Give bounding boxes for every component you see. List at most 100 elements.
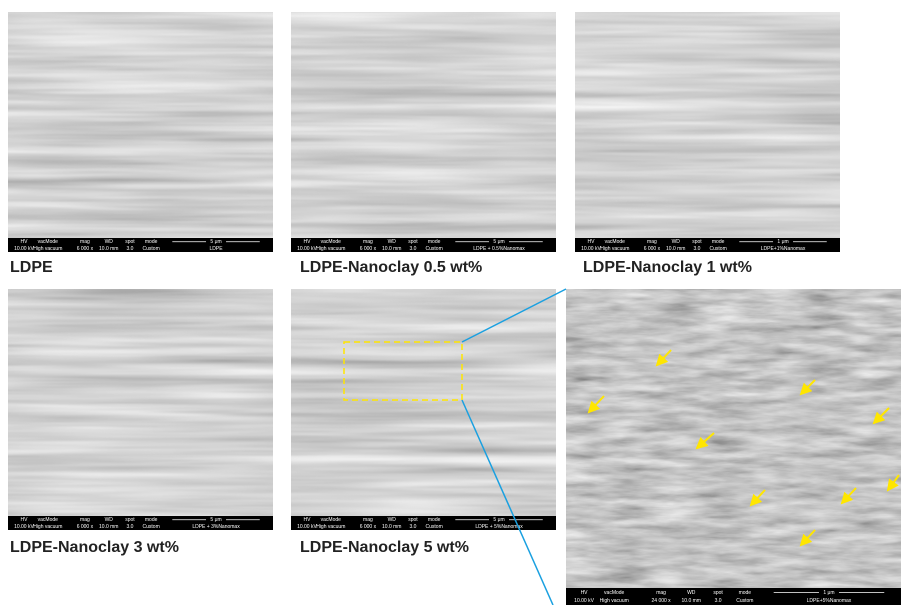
- info-value: 10.0 mm: [382, 524, 401, 530]
- info-value: 10.00 kV: [14, 246, 34, 252]
- scale-label: 1 μm: [823, 590, 834, 596]
- info-value: Custom: [426, 246, 443, 252]
- info-value: 10.0 mm: [666, 246, 685, 252]
- info-value: 6 000 x: [77, 524, 94, 530]
- caption: LDPE-Nanoclay 5 wt%: [300, 539, 469, 556]
- info-header: vacMode: [321, 517, 342, 523]
- info-value: 3.0: [409, 524, 416, 530]
- sample-label: LDPE + 3%Nanomax: [192, 524, 240, 530]
- info-value: 6 000 x: [360, 246, 377, 252]
- info-value: 3.0: [715, 598, 722, 604]
- sample-label: LDPE + 5%Nanomax: [475, 524, 523, 530]
- info-value: 10.00 kV: [581, 246, 601, 252]
- info-value: High vacuum: [33, 524, 62, 530]
- sem-figure: HV10.00 kVvacModeHigh vacuummag6 000 xWD…: [0, 0, 901, 605]
- caption: LDPE: [10, 259, 53, 276]
- info-header: mag: [363, 239, 373, 245]
- sem-image: [8, 12, 273, 252]
- info-header: mag: [656, 590, 666, 596]
- scale-label: 5 μm: [493, 239, 504, 245]
- info-value: 10.00 kV: [14, 524, 34, 530]
- info-header: mag: [647, 239, 657, 245]
- info-value: Custom: [143, 246, 160, 252]
- info-value: 10.00 kV: [297, 246, 317, 252]
- info-header: HV: [303, 517, 311, 523]
- info-value: High vacuum: [600, 598, 629, 604]
- info-header: WD: [388, 517, 397, 523]
- info-header: HV: [303, 239, 311, 245]
- sem-image: [291, 12, 556, 252]
- scale-label: 5 μm: [210, 517, 221, 523]
- info-header: mode: [428, 517, 441, 523]
- info-value: 3.0: [126, 524, 133, 530]
- info-header: mag: [80, 239, 90, 245]
- info-header: vacMode: [604, 590, 625, 596]
- sem-panel: HV 10.00 kV vacMode High vacuum mag 24 000 x W…: [566, 289, 901, 605]
- info-header: vacMode: [321, 239, 342, 245]
- info-value: 6 000 x: [360, 524, 377, 530]
- info-value: 3.0: [693, 246, 700, 252]
- caption: LDPE-Nanoclay 0.5 wt%: [300, 259, 482, 276]
- scale-label: 5 μm: [493, 517, 504, 523]
- info-header: spot: [408, 517, 418, 523]
- scale-label: 5 μm: [210, 239, 221, 245]
- info-header: spot: [408, 239, 418, 245]
- caption: LDPE-Nanoclay 3 wt%: [10, 539, 179, 556]
- info-value: High vacuum: [33, 246, 62, 252]
- sem-image: [566, 289, 901, 605]
- info-value: 10.00 kV: [574, 598, 594, 604]
- info-header: HV: [581, 590, 589, 596]
- info-value: Custom: [710, 246, 727, 252]
- sample-label: LDPE: [209, 246, 223, 252]
- sample-label: LDPE+5%Nanomax: [807, 598, 852, 604]
- caption: LDPE-Nanoclay 1 wt%: [583, 259, 752, 276]
- info-value: 6 000 x: [644, 246, 661, 252]
- scale-label: 1 μm: [777, 239, 788, 245]
- info-header: vacMode: [38, 239, 59, 245]
- info-header: mag: [363, 517, 373, 523]
- info-value: 10.0 mm: [99, 524, 118, 530]
- info-value: 10.0 mm: [99, 246, 118, 252]
- info-header: mode: [428, 239, 441, 245]
- info-header: mode: [739, 590, 752, 596]
- info-header: HV: [587, 239, 595, 245]
- info-value: High vacuum: [316, 246, 345, 252]
- info-value: 10.00 kV: [297, 524, 317, 530]
- info-header: spot: [713, 590, 723, 596]
- info-header: HV: [20, 517, 28, 523]
- info-header: mode: [712, 239, 725, 245]
- info-header: vacMode: [38, 517, 59, 523]
- info-value: Custom: [143, 524, 160, 530]
- sample-label: LDPE + 0.5%Nanomax: [473, 246, 525, 252]
- info-value: High vacuum: [316, 524, 345, 530]
- info-value: 6 000 x: [77, 246, 94, 252]
- info-value: Custom: [426, 524, 443, 530]
- info-value: 10.0 mm: [382, 246, 401, 252]
- info-value: High vacuum: [600, 246, 629, 252]
- info-header: mode: [145, 517, 158, 523]
- info-value: 3.0: [126, 246, 133, 252]
- sem-image: [575, 12, 840, 252]
- info-header: WD: [105, 517, 114, 523]
- info-header: vacMode: [605, 239, 626, 245]
- info-header: HV: [20, 239, 28, 245]
- info-header: spot: [125, 517, 135, 523]
- info-value: 24 000 x: [652, 598, 672, 604]
- info-value: Custom: [736, 598, 753, 604]
- sem-image: [291, 289, 556, 530]
- info-header: WD: [388, 239, 397, 245]
- info-value: 10.0 mm: [682, 598, 701, 604]
- info-header: WD: [672, 239, 681, 245]
- info-header: spot: [125, 239, 135, 245]
- info-value: 3.0: [409, 246, 416, 252]
- info-header: mag: [80, 517, 90, 523]
- info-header: mode: [145, 239, 158, 245]
- sample-label: LDPE+1%Nanomax: [761, 246, 806, 252]
- info-header: WD: [105, 239, 114, 245]
- info-header: spot: [692, 239, 702, 245]
- info-header: WD: [687, 590, 696, 596]
- sem-image: [8, 289, 273, 530]
